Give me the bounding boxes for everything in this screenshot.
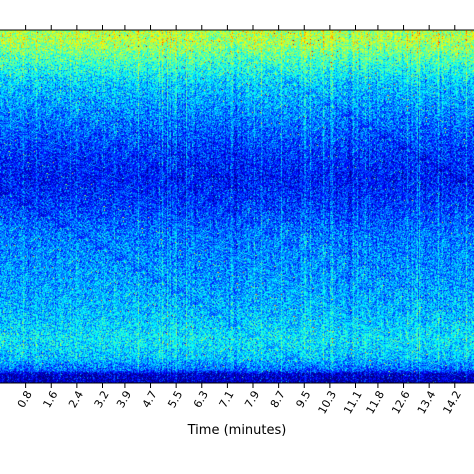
x-tick-label: 0.8 bbox=[15, 389, 35, 411]
heatmap-image bbox=[0, 30, 474, 383]
x-tick-label: 13.4 bbox=[415, 389, 439, 417]
x-tick-label: 9.5 bbox=[293, 389, 313, 411]
x-tick-label: 7.9 bbox=[242, 389, 262, 411]
plot-area bbox=[0, 29, 474, 384]
x-axis-label: Time (minutes) bbox=[187, 423, 287, 438]
x-tick-label: 11.1 bbox=[341, 389, 365, 417]
x-tick-label: 14.2 bbox=[440, 389, 464, 417]
x-axis: 0.8 1.6 2.4 3.2 3.9 4.7 5.5 6.3 7.1 7.9 8.7 9.5 10.3… bbox=[15, 25, 464, 416]
x-tick-label: 10.3 bbox=[316, 389, 340, 417]
x-tick-label: 5.5 bbox=[165, 389, 185, 411]
x-tick-label: 7.1 bbox=[217, 389, 237, 411]
x-tick-label: 11.8 bbox=[364, 389, 388, 417]
x-tick-label: 3.9 bbox=[114, 389, 134, 411]
x-tick-label: 8.7 bbox=[268, 389, 288, 411]
x-tick-label: 4.7 bbox=[140, 389, 160, 411]
x-tick-label: 3.2 bbox=[92, 389, 112, 411]
x-tick-label: 12.6 bbox=[389, 389, 413, 417]
x-tick-label: 6.3 bbox=[191, 389, 211, 411]
x-tick-label: 1.6 bbox=[40, 389, 60, 411]
x-tick-label: 2.4 bbox=[66, 389, 86, 411]
